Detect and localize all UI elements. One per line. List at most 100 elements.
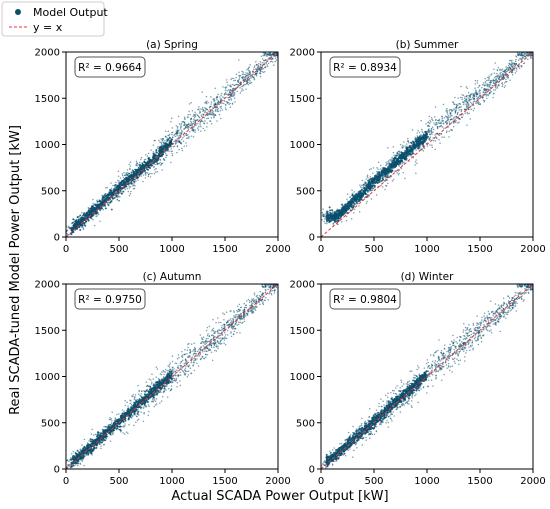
data-point [425, 138, 428, 141]
data-point [150, 383, 153, 385]
data-point [328, 206, 331, 209]
data-point [492, 96, 494, 99]
data-point [205, 350, 208, 352]
data-point [144, 171, 147, 174]
data-point [254, 65, 256, 67]
data-point [150, 149, 152, 151]
data-point [246, 82, 248, 84]
data-point [229, 102, 231, 105]
data-point [462, 103, 465, 106]
data-point [251, 76, 253, 78]
data-point [423, 137, 426, 140]
data-point [525, 54, 528, 56]
data-point [134, 185, 136, 187]
data-point [147, 161, 150, 164]
data-point [214, 110, 217, 112]
data-point [458, 114, 461, 116]
data-point [440, 125, 443, 127]
data-point [126, 401, 128, 403]
data-point [506, 67, 509, 69]
data-point [397, 156, 400, 159]
data-point [178, 140, 180, 142]
data-point [447, 119, 449, 122]
data-point [177, 138, 180, 140]
data-point [431, 118, 433, 121]
data-point [168, 133, 171, 135]
data-point [138, 164, 141, 167]
y-tick-label: 500 [41, 186, 60, 197]
data-point [247, 74, 249, 76]
data-point [186, 375, 189, 378]
data-point [219, 106, 222, 108]
data-point [466, 105, 468, 108]
data-point [157, 145, 159, 148]
data-point [205, 112, 208, 114]
data-point [210, 96, 212, 98]
data-point [446, 116, 449, 118]
data-point [263, 62, 265, 64]
data-point [194, 119, 196, 121]
data-point [501, 82, 504, 84]
data-point [467, 103, 469, 105]
data-point [129, 165, 132, 167]
data-point [153, 162, 156, 165]
data-point [128, 163, 131, 165]
data-point [486, 84, 488, 86]
data-point [214, 103, 216, 106]
data-point [448, 136, 450, 138]
data-point [329, 220, 332, 223]
data-point [155, 154, 158, 157]
data-point [381, 186, 384, 188]
data-point [226, 334, 229, 336]
data-point [71, 228, 74, 231]
data-point [521, 53, 523, 55]
data-point [174, 135, 177, 138]
data-point [259, 64, 262, 66]
data-point [204, 110, 206, 112]
data-point [476, 79, 479, 82]
data-point [392, 146, 394, 148]
data-point [529, 52, 531, 55]
data-point [381, 174, 384, 177]
data-point [214, 99, 216, 101]
data-point [241, 88, 243, 90]
data-point [500, 79, 502, 81]
data-point [374, 178, 377, 181]
data-point [436, 127, 439, 130]
data-point [154, 171, 157, 173]
data-point [382, 178, 385, 181]
data-point [356, 198, 359, 201]
data-point [460, 85, 462, 88]
data-point [229, 89, 232, 91]
data-point [200, 114, 203, 116]
data-point [484, 91, 486, 94]
data-point [262, 71, 265, 73]
data-point [495, 81, 498, 83]
data-point [204, 350, 206, 352]
data-point [486, 97, 488, 100]
data-point [204, 107, 206, 109]
data-point [220, 92, 223, 95]
y-tick-label: 1500 [35, 94, 60, 105]
data-point [190, 121, 193, 124]
data-point [518, 67, 521, 69]
data-point [117, 170, 120, 172]
data-point [208, 107, 211, 109]
data-point [383, 173, 386, 176]
data-point [493, 76, 496, 79]
data-point [426, 145, 429, 147]
data-point [200, 337, 203, 339]
data-point [421, 136, 424, 139]
data-point [213, 346, 215, 348]
data-point [212, 99, 215, 101]
data-point [200, 341, 203, 343]
data-point [368, 181, 371, 184]
data-point [142, 163, 145, 166]
data-point [230, 92, 233, 95]
data-point [176, 129, 179, 131]
data-point [196, 362, 198, 365]
data-point [411, 148, 414, 151]
data-point [222, 96, 224, 98]
legend-marker-model-output [15, 9, 21, 15]
data-point [416, 135, 419, 137]
